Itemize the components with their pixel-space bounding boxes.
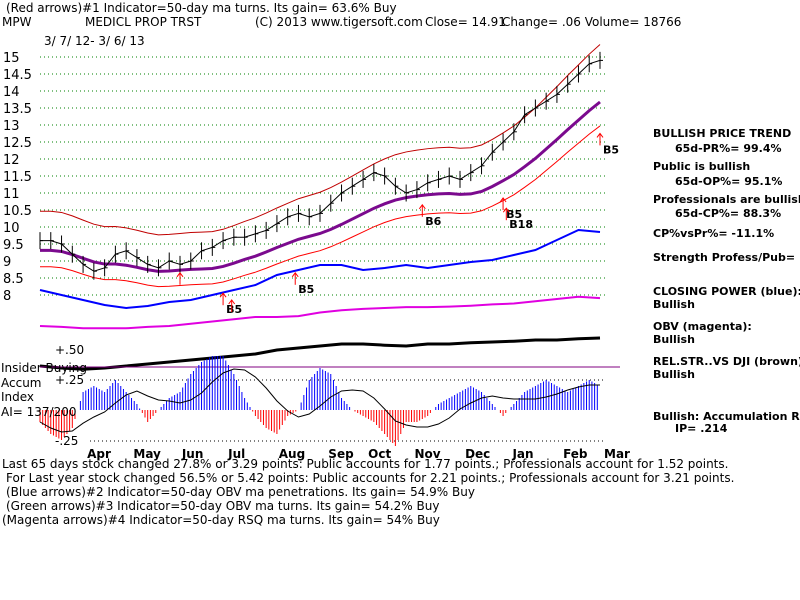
plus50-tick: +.50 [55,343,85,357]
x-tick-label: Mar [604,447,630,461]
relstr-label: REL.STR..VS DJI (brown) [653,355,800,368]
y-tick-label: 13 [3,119,20,134]
footer-line3: (Blue arrows)#2 Indicator=50-day OBV ma … [6,485,475,499]
index-label: Index [1,390,35,404]
x-tick-label: Jan [511,447,533,461]
ai-value: AI= 137/200 [1,405,77,419]
x-tick-label: Dec [465,447,490,461]
y-tick-label: 11 [3,187,20,202]
x-tick-label: Oct [368,447,391,461]
y-tick-label: 9 [3,255,11,270]
price-line [40,59,601,272]
x-tick-label: Jun [181,447,204,461]
y-tick-label: 10.5 [3,204,32,219]
footer-line1: Last 65 days stock changed 27.8% or 3.29… [2,457,729,471]
public-status: Public is bullish [653,160,751,173]
close-value: Close= 14.91 [425,15,506,29]
y-tick-label: 14.5 [3,68,32,83]
closing-power-line [39,228,601,310]
op-value: 65d-OP%= 95.1% [675,175,783,188]
cp-value: 65d-CP%= 88.3% [675,207,782,220]
upper-band [40,44,601,236]
x-tick-label: Apr [87,447,111,461]
accum-ma-line [39,368,600,433]
signal-label: B5 [506,208,522,221]
strength-value: Strength Profess/Pub= .9 [653,251,800,264]
signal-label: B5 [226,303,242,316]
closing-power-state: Bullish [653,298,695,311]
pros-status: Professionals are bullish [653,193,800,206]
buy-arrow-icon [418,203,426,210]
buy-arrow-icon [219,292,227,298]
y-tick-label: 12 [3,153,20,168]
ip-value: IP= .214 [675,422,728,435]
y-tick-label: 11.5 [3,170,32,185]
cpvspr-value: CP%vsPr%= -11.1% [653,227,775,240]
obv-line [39,295,601,330]
accum-status: Bullish: Accumulation Risi [653,410,800,423]
x-tick-label: May [133,447,161,461]
y-tick-label: 10 [3,221,20,236]
pr-value: 65d-PR%= 99.4% [675,142,782,155]
footer-line2: For Last year stock changed 56.5% or 5.4… [6,471,735,485]
change-volume: Change= .06 Volume= 18766 [502,15,682,29]
buy-arrow-icon [502,207,510,213]
obv-state: Bullish [653,333,695,346]
symbol: MPW [2,15,32,29]
x-tick-label: Jul [227,447,245,461]
y-tick-label: 13.5 [3,102,32,117]
signal-label: B18 [509,218,533,231]
buy-arrow-icon [228,299,236,305]
y-tick-label: 8 [3,289,11,304]
insider-label: Insider Buying [1,361,87,375]
y-tick-label: 9.5 [3,238,24,253]
y-tick-label: 14 [3,85,20,100]
obv-label: OBV (magenta): [653,320,752,333]
x-tick-label: Aug [279,447,305,461]
accum-label: Accum [1,376,42,390]
x-tick-label: Nov [414,447,440,461]
date-range: 3/ 7/ 12- 3/ 6/ 13 [44,34,145,48]
plus25-tick: +.25 [55,373,85,387]
indicator1-text: (Red arrows)#1 Indicator=50-day ma turns… [6,1,397,15]
signal-label: B6 [425,215,441,228]
copyright: (C) 2013 www.tigersoft.com [255,15,423,29]
x-tick-label: Sep [328,447,354,461]
signal-label: B5 [298,283,314,296]
moving-average-50d [40,100,601,273]
footer-line5: (Magenta arrows)#4 Indicator=50-day RSQ … [2,513,440,527]
closing-power-label: CLOSING POWER (blue): [653,285,800,298]
minus25-tick: -.25 [55,434,79,448]
buy-arrow-icon [499,197,507,203]
relstr-state: Bullish [653,368,695,381]
buy-arrow-icon [176,271,184,278]
signal-label: B5 [603,143,619,156]
x-tick-label: Feb [563,447,588,461]
y-tick-label: 15 [3,51,20,66]
rel-strength-line [39,336,601,371]
lower-band [40,125,601,288]
footer-line4: (Green arrows)#3 Indicator=50-day OBV ma… [6,499,440,513]
buy-arrow-icon [291,271,299,278]
y-tick-label: 12.5 [3,136,32,151]
company-name: MEDICL PROP TRST [85,15,202,29]
trend-title: BULLISH PRICE TREND [653,127,792,140]
y-tick-label: 8.5 [3,272,24,287]
buy-arrow-icon [596,132,604,138]
